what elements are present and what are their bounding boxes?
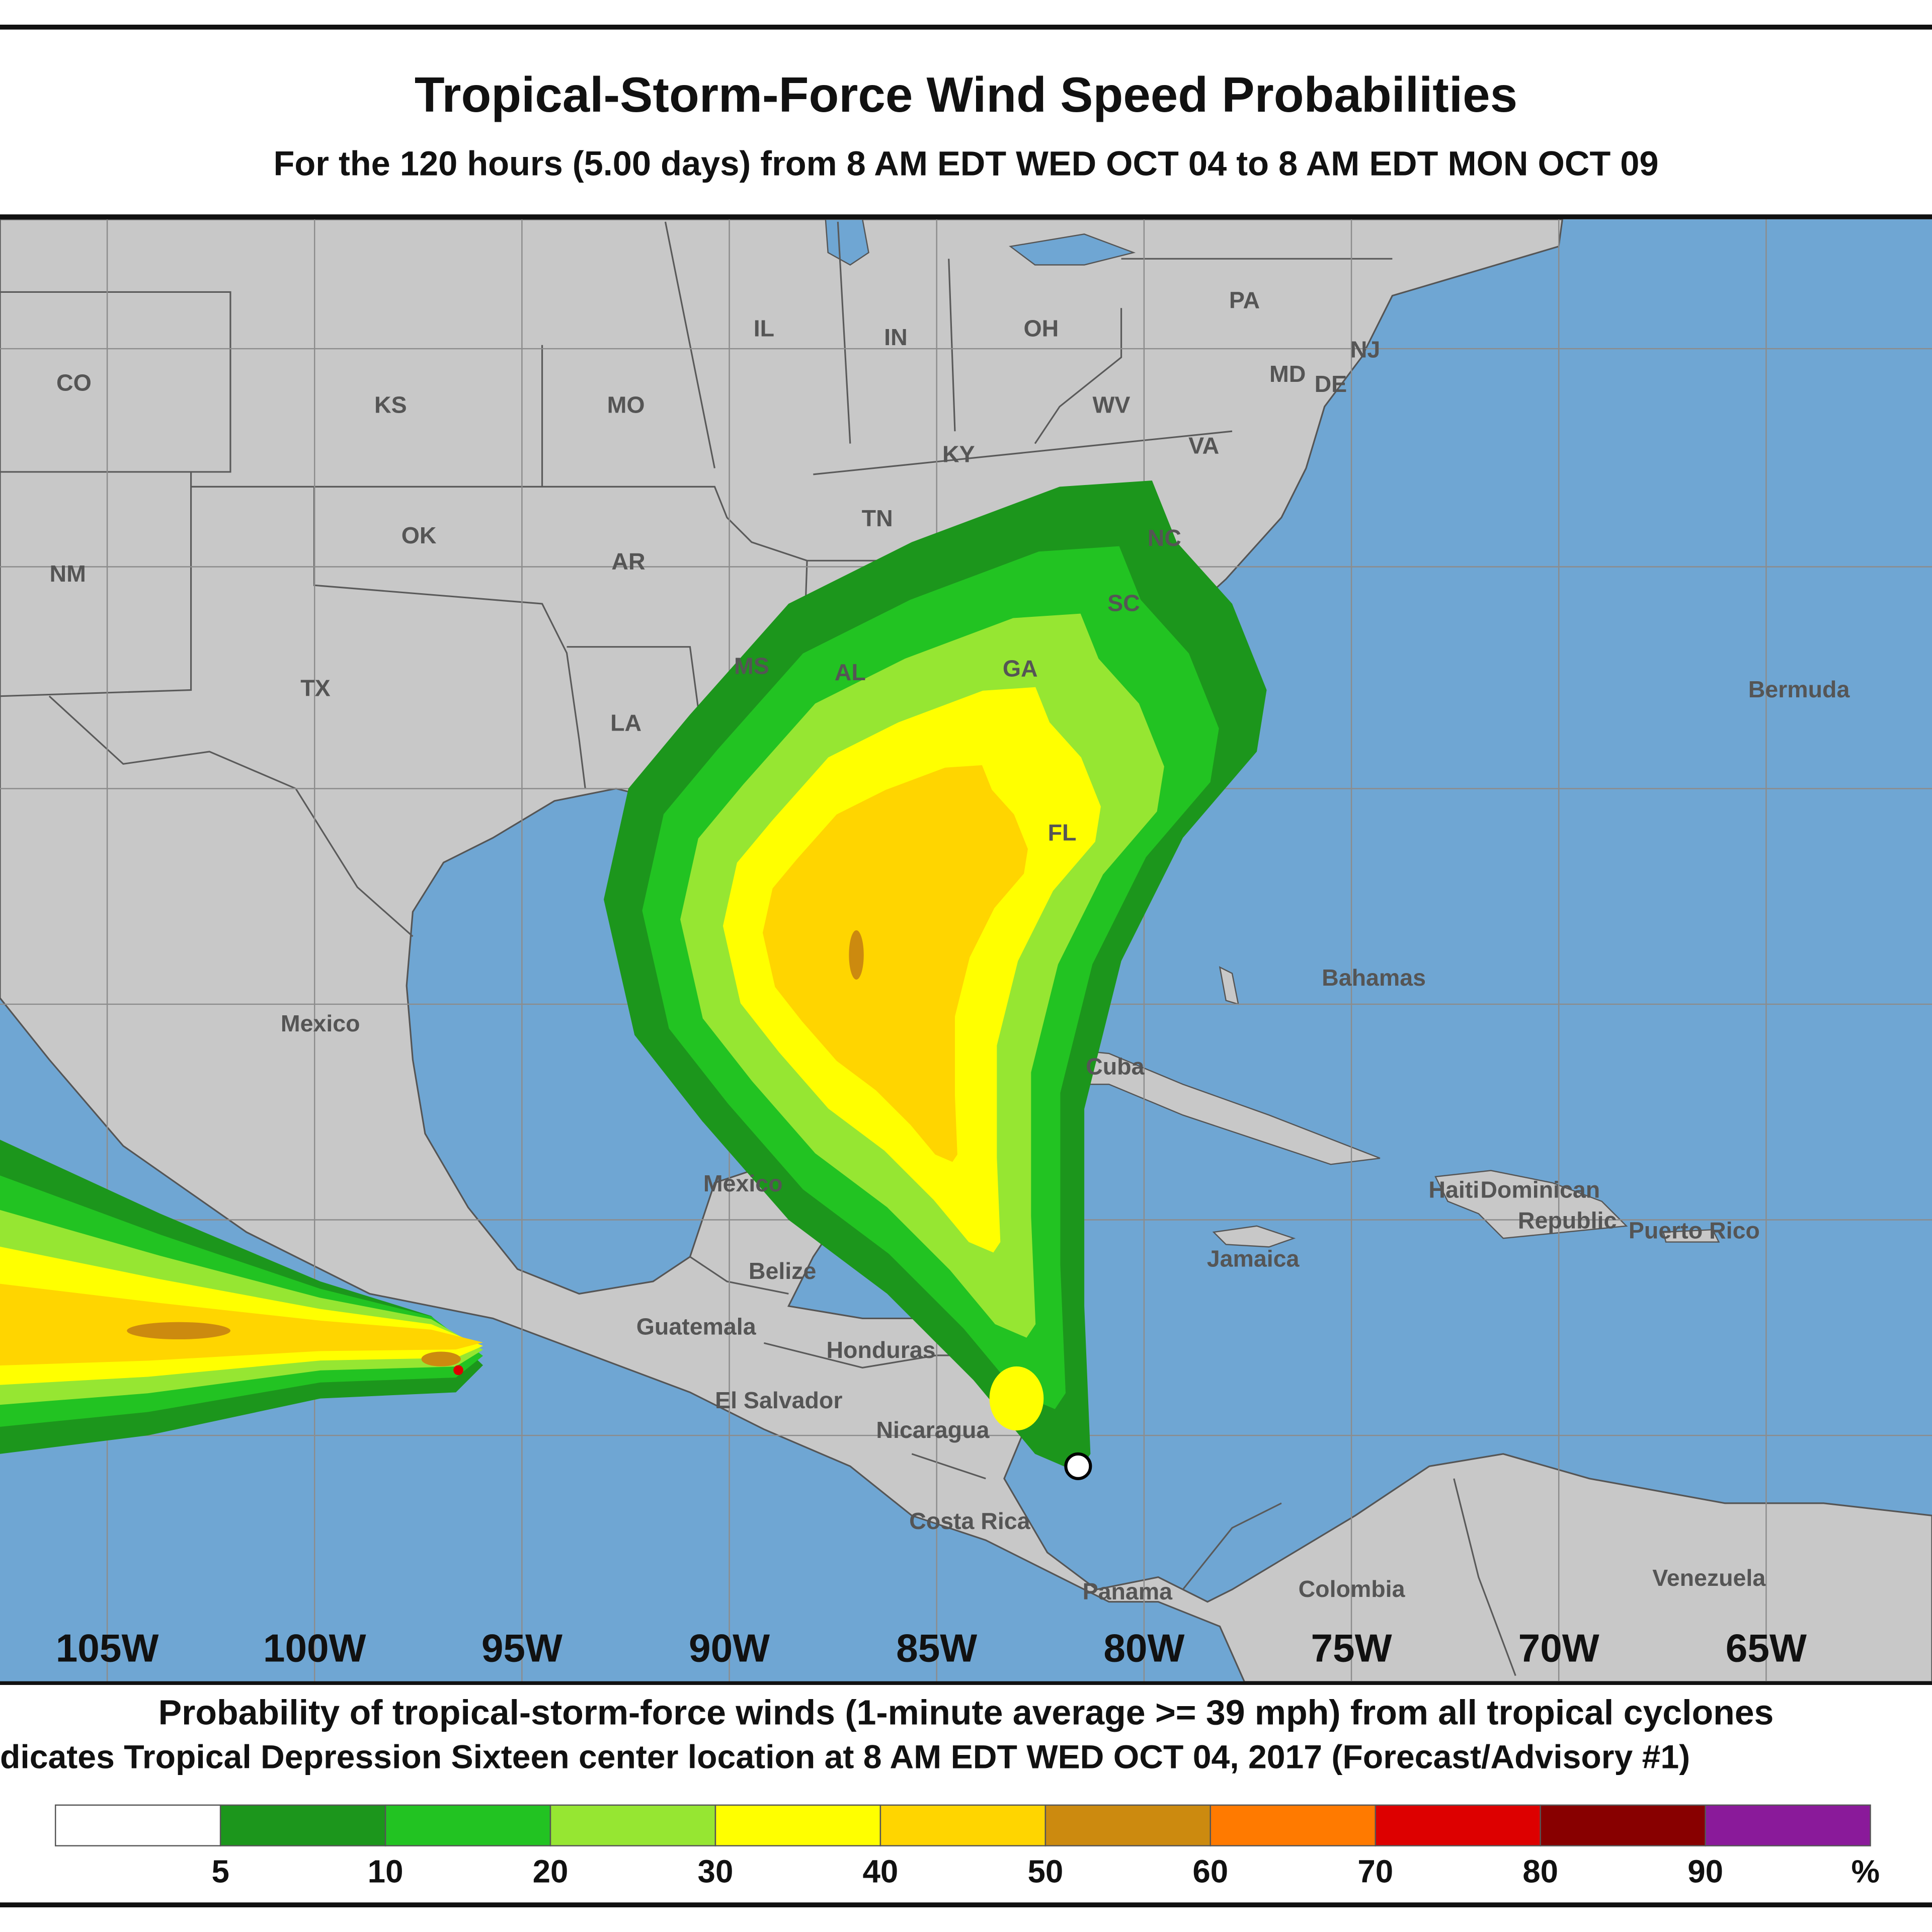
island <box>1212 1225 1296 1248</box>
region-label: NJ <box>1350 336 1380 362</box>
legend-tick-label: 30 <box>698 1854 734 1890</box>
region-label: Panama <box>1083 1578 1173 1604</box>
legend-swatch <box>879 1804 1046 1846</box>
legend-swatch <box>1705 1804 1871 1846</box>
probability-contours <box>0 480 1267 1473</box>
legend: 5 10 20 30 40 50 60 70 80 90% <box>54 1804 1880 1890</box>
region-label: PA <box>1229 287 1260 313</box>
region-label: Mexico <box>703 1170 783 1196</box>
legend-tick-label: 80 <box>1522 1854 1558 1890</box>
region-label: VA <box>1188 432 1219 458</box>
region-label: GA <box>1003 656 1038 682</box>
region-label: Mexico <box>281 1010 360 1036</box>
region-label: Republic <box>1518 1208 1617 1234</box>
legend-tick-label: 70 <box>1357 1854 1393 1890</box>
legend-swatch <box>1540 1804 1706 1846</box>
region-label: IL <box>754 315 774 342</box>
region-label: Dominican <box>1480 1176 1600 1202</box>
legend-swatch <box>714 1804 881 1846</box>
region-label: AR <box>611 548 645 574</box>
region-label: OK <box>401 522 437 548</box>
legend-tick-label: 60 <box>1192 1854 1228 1890</box>
longitude-label: 100W <box>263 1626 366 1670</box>
region-label: El Salvador <box>715 1387 842 1413</box>
legend-swatch <box>384 1804 551 1846</box>
longitude-label: 75W <box>1311 1626 1392 1670</box>
legend-tick-label: 50 <box>1027 1854 1063 1890</box>
legend-tick-label: 40 <box>863 1854 899 1890</box>
region-label: WV <box>1093 391 1131 418</box>
legend-swatch <box>1044 1804 1212 1846</box>
longitude-label: 85W <box>896 1626 977 1670</box>
longitude-label: 65W <box>1726 1626 1807 1670</box>
region-label: LA <box>610 709 641 736</box>
region-label: IN <box>884 324 908 350</box>
region-label: NC <box>1148 525 1181 551</box>
region-label: AL <box>835 659 866 685</box>
region-label: Nicaragua <box>876 1417 990 1443</box>
lake <box>1009 233 1136 266</box>
footer-line: Probability of tropical-storm-force wind… <box>158 1693 1774 1732</box>
region-label: KS <box>374 391 407 418</box>
region-label: SC <box>1107 590 1140 616</box>
region-label: Honduras <box>826 1337 935 1363</box>
contour <box>421 1351 461 1366</box>
region-label: OH <box>1023 315 1059 342</box>
region-label: DE <box>1315 371 1347 397</box>
contour <box>127 1322 230 1340</box>
region-label: Guatemala <box>636 1313 757 1339</box>
legend-tick-label: 5 <box>211 1854 229 1890</box>
title: Tropical-Storm-Force Wind Speed Probabil… <box>415 67 1517 122</box>
region-label: MS <box>734 653 769 679</box>
legend-swatch <box>549 1804 716 1846</box>
region-label: Bermuda <box>1748 676 1850 702</box>
region-label: Colombia <box>1299 1576 1406 1602</box>
legend-swatch <box>219 1804 386 1846</box>
region-label: Venezuela <box>1652 1565 1766 1591</box>
contour <box>453 1365 463 1376</box>
longitude-label: 95W <box>481 1626 562 1670</box>
legend-tick-label: 90 <box>1687 1854 1723 1890</box>
island <box>1662 1229 1720 1243</box>
region-label: NM <box>50 560 86 587</box>
region-label: Haiti <box>1428 1176 1479 1202</box>
legend-swatch <box>1375 1804 1541 1846</box>
longitude-label: 70W <box>1518 1626 1599 1670</box>
contour <box>849 930 864 980</box>
region-label: TN <box>862 505 893 531</box>
region-label: Puerto Rico <box>1629 1217 1760 1243</box>
region-label: FL <box>1048 819 1077 845</box>
region-label: MD <box>1269 361 1306 387</box>
region-label: Jamaica <box>1207 1246 1300 1272</box>
longitude-label: 80W <box>1103 1626 1184 1670</box>
region-label: MO <box>607 391 645 418</box>
legend-unit: % <box>1851 1854 1880 1890</box>
legend-swatch <box>1210 1804 1376 1846</box>
region-label: Bahamas <box>1322 964 1426 991</box>
legend-swatch <box>54 1804 221 1846</box>
region-label: TX <box>300 675 330 701</box>
legend-tick-label: 20 <box>533 1854 569 1890</box>
longitude-labels: 105W 100W 95W 90W 85W 80W 75W 70W 65W <box>56 1626 1807 1670</box>
region-label: CO <box>56 369 92 395</box>
storm-center <box>1064 1452 1092 1480</box>
subtitle: For the 120 hours (5.00 days) from 8 AM … <box>273 144 1658 183</box>
longitude-label: 105W <box>56 1626 159 1670</box>
contour <box>989 1366 1044 1431</box>
region-labels: CO KS MO IL IN OH PA NJ MD DE WV VA KY TN NC OK AR NM SC TX… <box>50 287 1850 1604</box>
island <box>1434 1170 1628 1239</box>
region-label: Belize <box>749 1258 816 1284</box>
longitude-label: 90W <box>689 1626 770 1670</box>
region-label: Costa Rica <box>909 1508 1031 1534</box>
region-label: Cuba <box>1086 1054 1145 1080</box>
legend-tick-label: 10 <box>368 1854 404 1890</box>
footer-line: dicates Tropical Depression Sixteen cent… <box>0 1739 1690 1776</box>
region-label: KY <box>942 441 975 467</box>
